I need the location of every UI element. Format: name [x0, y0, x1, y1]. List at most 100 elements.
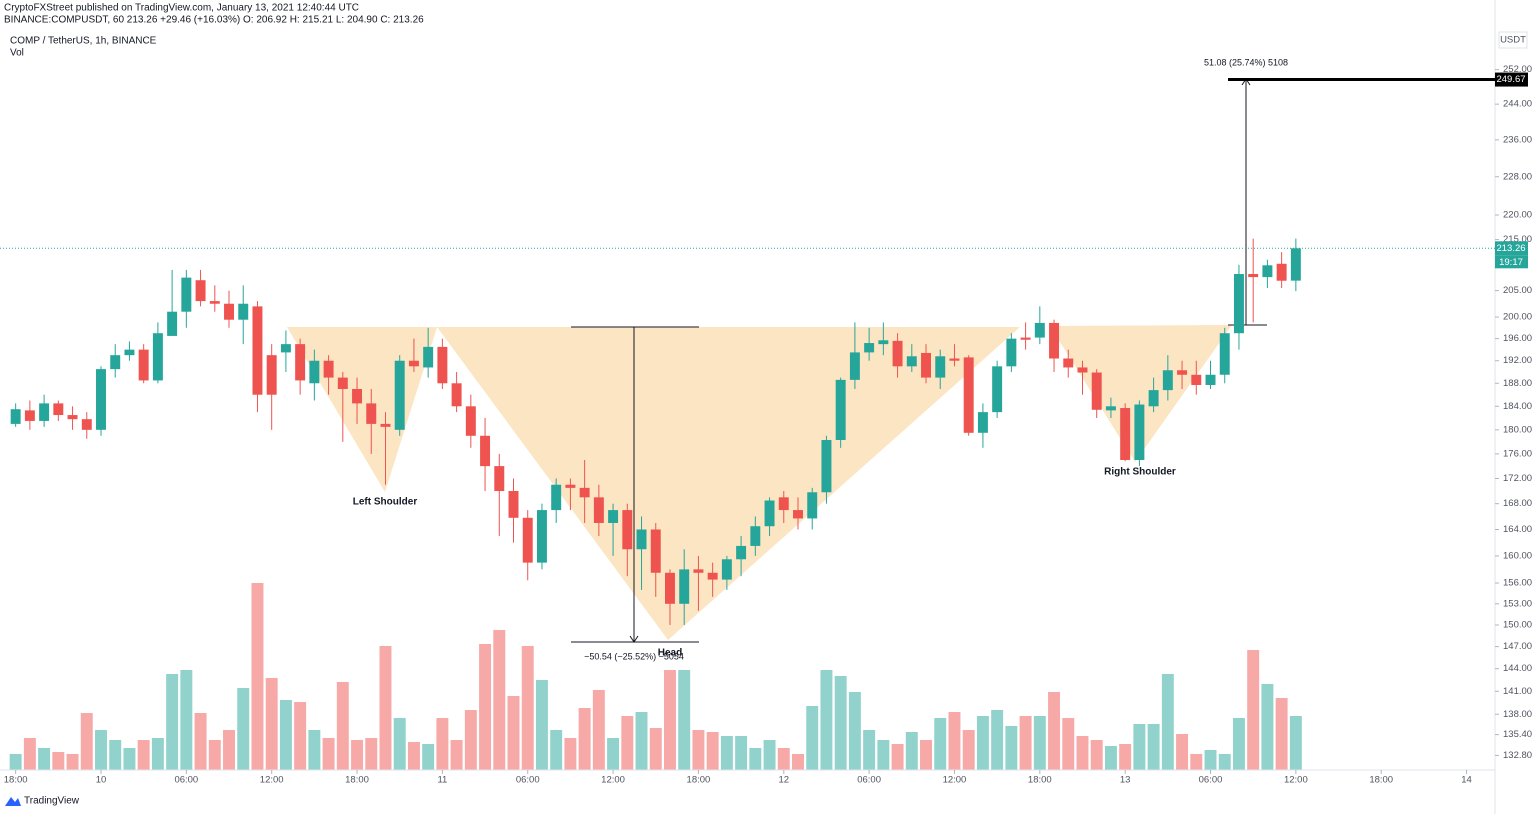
y-tick-label: 172.00 — [1503, 473, 1532, 484]
volume-layer — [9, 583, 1302, 770]
candle-body — [480, 435, 491, 467]
y-tick-label: 147.00 — [1503, 641, 1532, 652]
volume-bar — [1090, 740, 1103, 770]
candle-body — [750, 526, 761, 546]
countdown-tag — [1495, 255, 1528, 269]
volume-bar — [166, 674, 179, 770]
volume-bar — [535, 680, 548, 770]
candle-body — [821, 439, 832, 493]
candle-body — [238, 303, 249, 320]
volume-label: Vol — [10, 48, 24, 59]
volume-bar — [1218, 754, 1231, 770]
currency-box — [1498, 31, 1528, 49]
volume-bar — [777, 748, 790, 770]
candle-body — [67, 415, 78, 420]
volume-bar — [251, 583, 264, 770]
volume-bar — [920, 740, 932, 770]
candle-body — [81, 419, 92, 430]
volume-bar — [38, 748, 51, 770]
candle-body — [1290, 248, 1301, 281]
volume-bar — [1261, 684, 1274, 770]
y-tick-label: 244.00 — [1503, 99, 1532, 110]
volume-bar — [1275, 698, 1288, 770]
candle-body — [1219, 333, 1230, 375]
candle-body — [736, 545, 747, 560]
candle-body — [593, 497, 604, 523]
candle-body — [1049, 322, 1060, 359]
volume-bar — [379, 646, 392, 770]
y-tick-label: 215.00 — [1503, 234, 1532, 245]
candle-body — [323, 360, 334, 378]
candle-body — [906, 356, 917, 367]
y-tick-label: 236.00 — [1503, 134, 1532, 145]
x-tick-label: 06:00 — [1199, 775, 1223, 786]
y-tick-label: 205.00 — [1503, 285, 1532, 296]
volume-bar — [123, 748, 136, 770]
candle-body — [224, 303, 234, 320]
volume-bar — [137, 740, 150, 770]
head-shape — [437, 327, 1020, 640]
currency: USDT — [1500, 35, 1526, 46]
y-tick-label: 168.00 — [1503, 498, 1532, 509]
volume-bar — [407, 742, 420, 770]
candle-body — [992, 366, 1003, 413]
volume-bar — [322, 738, 335, 770]
brand-name: TradingView — [24, 796, 80, 807]
candle-body — [53, 403, 64, 416]
volume-bar — [664, 670, 676, 770]
pattern-shapes — [287, 325, 1232, 640]
volume-bar — [1119, 744, 1132, 770]
volume-bar — [848, 692, 861, 770]
y-tick-label: 200.00 — [1503, 312, 1532, 323]
y-tick-label: 156.00 — [1503, 578, 1532, 589]
volume-bar — [9, 754, 22, 770]
volume-bar — [1076, 736, 1089, 770]
volume-bar — [336, 682, 349, 770]
candle-body — [864, 343, 875, 353]
volume-bar — [934, 718, 947, 770]
candle-body — [1262, 265, 1273, 278]
candle-body — [508, 491, 519, 518]
x-tick-label: 18:00 — [4, 775, 28, 786]
y-tick-label: 252.00 — [1503, 64, 1532, 75]
volume-bar — [592, 690, 605, 770]
volume-bar — [905, 732, 918, 770]
candle-body — [1248, 274, 1259, 278]
candle-body — [1006, 338, 1017, 367]
candle-body — [494, 466, 505, 492]
candle-body — [138, 349, 149, 381]
y-tick-label: 180.00 — [1503, 424, 1532, 435]
candle-body — [522, 517, 533, 563]
brand-logo — [5, 797, 21, 806]
y-tick-label: 192.00 — [1503, 355, 1532, 366]
x-tick-label: 18:00 — [1028, 775, 1052, 786]
volume-bar — [678, 670, 691, 770]
volume-bar — [1019, 716, 1032, 770]
x-tick-label: 14 — [1461, 775, 1472, 786]
candle-body — [1020, 337, 1031, 340]
y-tick-label: 135.40 — [1503, 729, 1532, 740]
volume-bar — [962, 730, 975, 770]
candle-body — [337, 377, 348, 389]
candle-body — [778, 497, 789, 511]
volume-bar — [649, 728, 662, 770]
candle-body — [622, 510, 633, 550]
candle-body — [707, 572, 718, 580]
volume-bar — [436, 718, 449, 770]
y-tick-label: 228.00 — [1503, 171, 1532, 182]
volume-bar — [1147, 724, 1160, 770]
ohlc-line: BINANCE:COMPUSDT, 60 213.26 +29.46 (+16.… — [4, 15, 424, 26]
price-tag — [1495, 241, 1528, 256]
volume-bar — [365, 738, 378, 770]
pattern-label: Left Shoulder — [353, 497, 418, 508]
candle-body — [1077, 367, 1088, 373]
candle-body — [24, 410, 35, 421]
pattern-label: Right Shoulder — [1104, 467, 1176, 478]
candle-body — [764, 500, 775, 527]
volume-bar — [450, 740, 463, 770]
y-tick-label: 138.00 — [1503, 709, 1532, 720]
volume-bar — [1204, 750, 1217, 770]
y-tick-label: 176.00 — [1503, 448, 1532, 459]
volume-bar — [208, 740, 221, 770]
